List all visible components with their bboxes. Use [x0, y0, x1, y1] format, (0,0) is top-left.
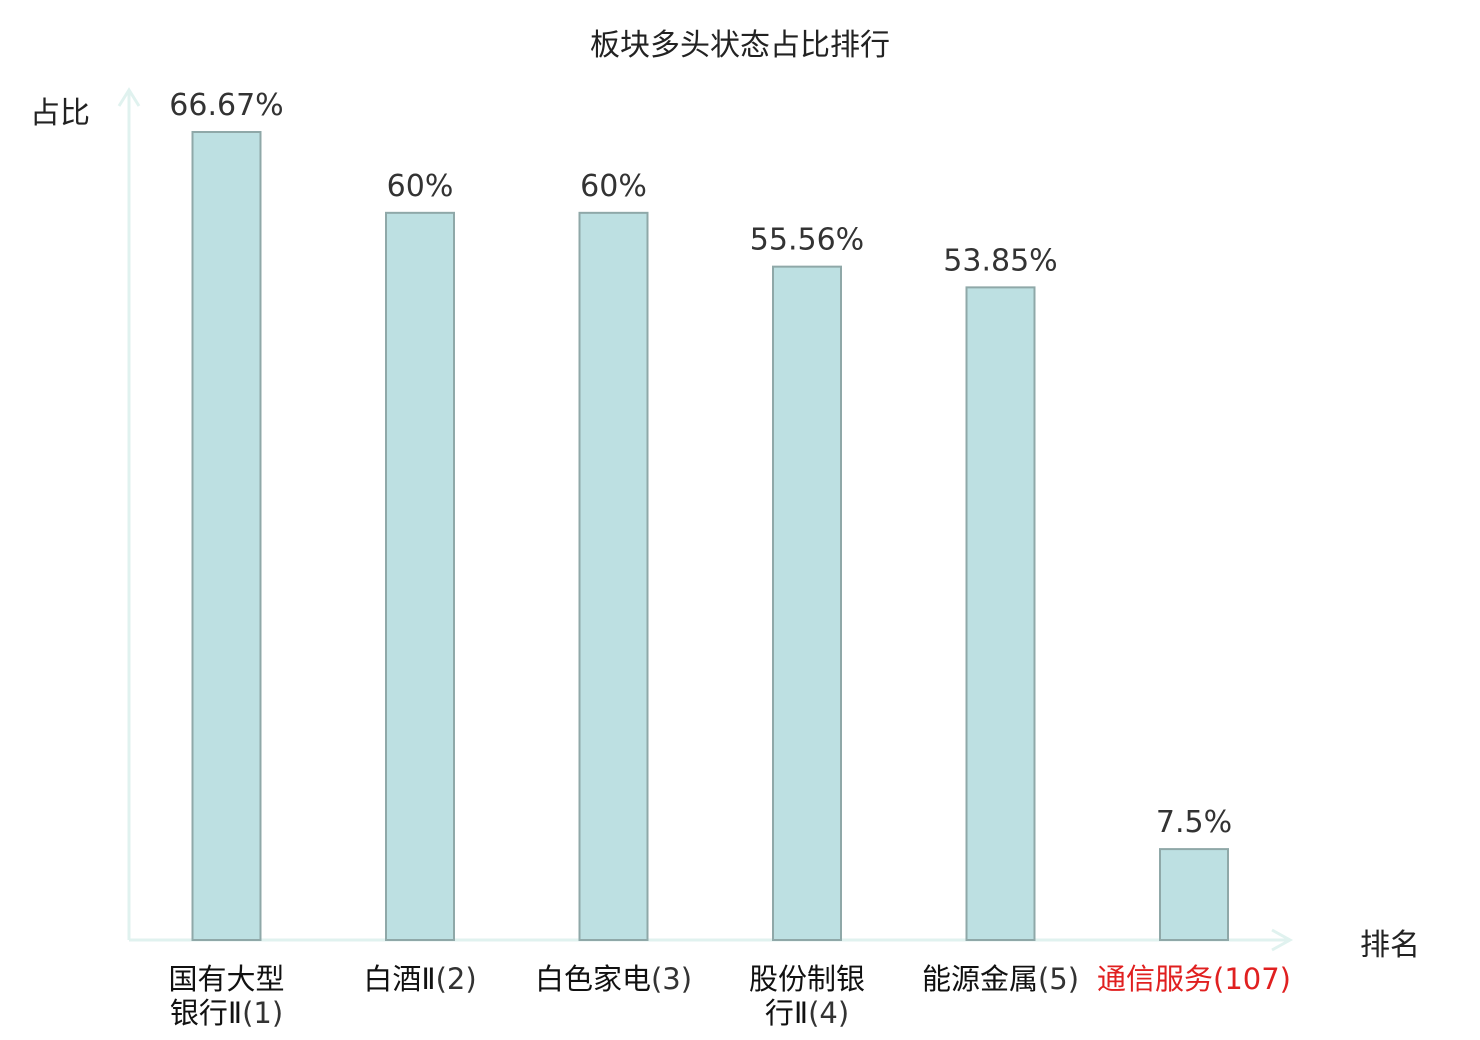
- category-label: 国有大型 银行Ⅱ(1): [127, 962, 327, 1030]
- data-label: 7.5%: [1156, 805, 1232, 840]
- category-rank: (3): [650, 962, 693, 996]
- category-name-line2: 行Ⅱ: [764, 996, 809, 1030]
- category-label: 通信服务(107): [1094, 962, 1294, 996]
- category-name: 国有大型: [168, 962, 285, 996]
- category-rank: (4): [808, 996, 850, 1030]
- category-name-line2: 银行Ⅱ: [169, 996, 243, 1030]
- y-axis-arrow: [117, 87, 141, 107]
- y-axis-label: 占比: [30, 96, 90, 131]
- bar: [191, 131, 262, 941]
- bar: [772, 265, 842, 941]
- category-rank: (5): [1037, 962, 1080, 996]
- category-name: 白色家电: [534, 962, 651, 996]
- category-label: 能源金属(5): [901, 962, 1101, 996]
- category-rank: (1): [242, 996, 284, 1030]
- data-label: 55.56%: [750, 223, 864, 258]
- category-name: 白酒Ⅱ: [363, 962, 436, 996]
- bar: [578, 211, 649, 941]
- chart-title: 板块多头状态占比排行: [590, 28, 890, 63]
- data-label: 66.67%: [169, 88, 283, 123]
- category-rank: (2): [435, 962, 477, 996]
- data-label: 60%: [387, 169, 454, 204]
- bar: [1159, 848, 1229, 942]
- category-name: 能源金属: [921, 962, 1038, 996]
- bars-group: [191, 131, 1229, 942]
- category-name: 股份制银: [748, 962, 865, 996]
- category-name: 通信服务: [1097, 962, 1214, 996]
- category-rank: (107): [1213, 962, 1291, 996]
- category-label: 白酒Ⅱ(2): [320, 962, 520, 996]
- category-label: 白色家电(3): [514, 962, 714, 996]
- bar: [385, 211, 455, 941]
- x-axis-arrow: [1271, 928, 1294, 952]
- x-axis-label: 排名: [1360, 928, 1420, 963]
- data-label: 60%: [580, 169, 647, 204]
- data-labels-group: 66.67% 60% 60% 55.56% 53.85% 7.5%: [169, 88, 1232, 840]
- bar: [965, 286, 1036, 942]
- category-label: 股份制银 行Ⅱ(4): [707, 962, 907, 1030]
- data-label: 53.85%: [943, 243, 1057, 278]
- chart-axes: [117, 87, 1294, 952]
